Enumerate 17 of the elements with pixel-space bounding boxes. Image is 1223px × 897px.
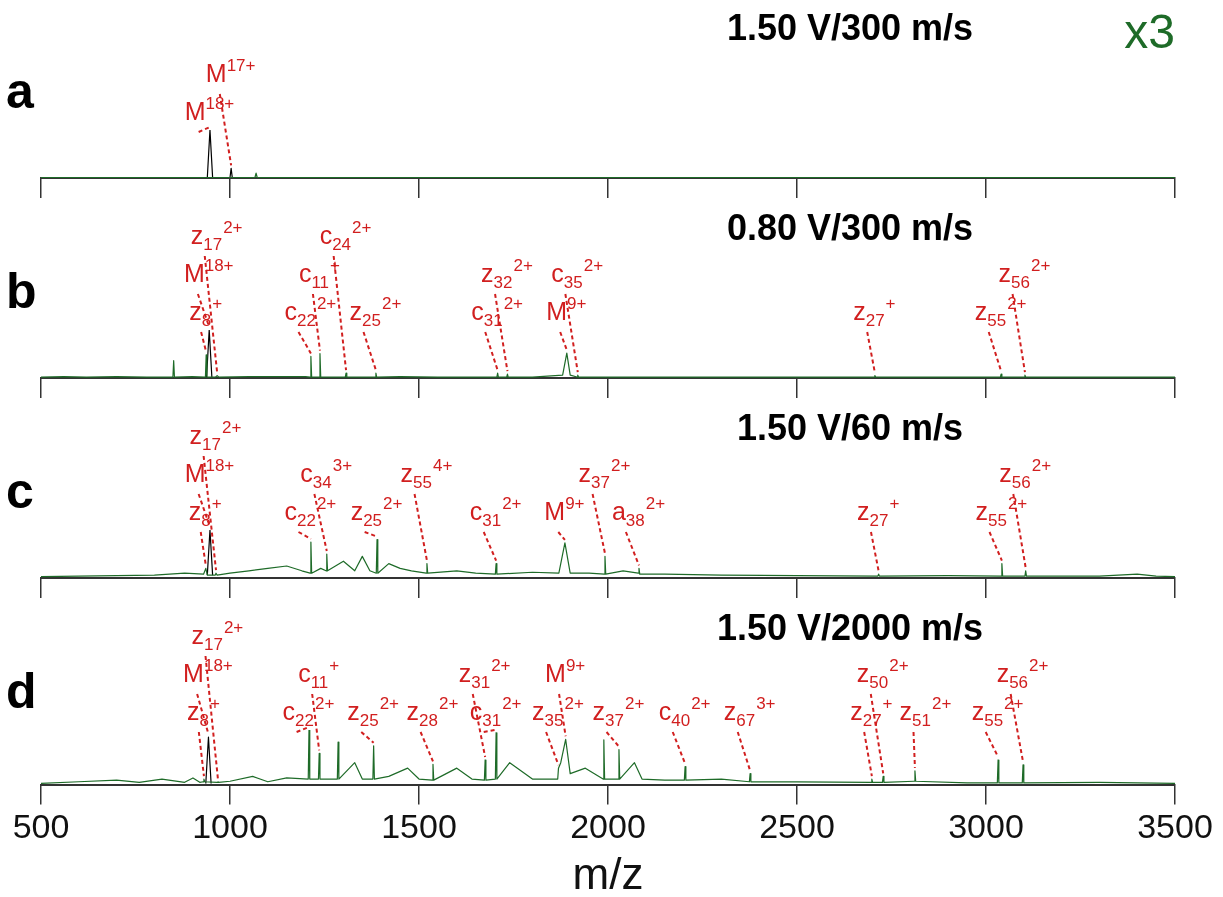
chart-title: d [6, 663, 37, 719]
chart-subtitle: 1.50 V/2000 m/s [716, 607, 984, 648]
x-axis-title: m/z [572, 849, 644, 897]
x-tick-label: 2500 [759, 807, 835, 846]
chart-subtitle: 1.50 V/60 m/s [736, 407, 964, 448]
chart-subtitle: 0.80 V/300 m/s [726, 207, 974, 248]
chart-title: b [6, 263, 37, 319]
x-tick-label: 3500 [1137, 807, 1213, 846]
text: x3 [1124, 5, 1175, 58]
x-tick-label: 2000 [570, 807, 646, 846]
x-tick-label: 1500 [381, 807, 457, 846]
chart-title: c [6, 463, 34, 519]
x-tick-label: 500 [12, 807, 70, 846]
x-tick-label: 1000 [192, 807, 268, 846]
x-tick-label: 3000 [948, 807, 1024, 846]
chart-subtitle: 1.50 V/300 m/s [726, 7, 974, 48]
chart-title: a [6, 63, 35, 119]
